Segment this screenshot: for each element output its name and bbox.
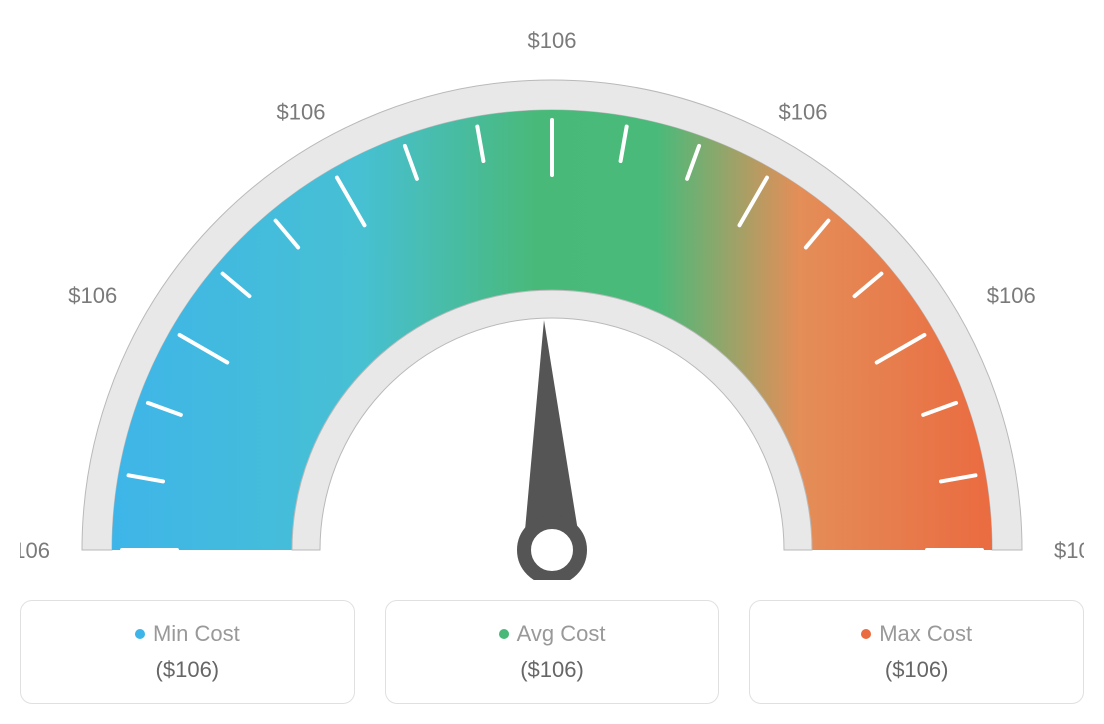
legend-row: Min Cost ($106) Avg Cost ($106) Max Cost… xyxy=(20,600,1084,704)
gauge-svg: $106 $106 $106 $106 $106 $106 $106 xyxy=(20,20,1084,580)
legend-card-max: Max Cost ($106) xyxy=(749,600,1084,704)
legend-value-min: ($106) xyxy=(156,657,220,683)
legend-text-min: Min Cost xyxy=(153,621,240,647)
legend-label-max: Max Cost xyxy=(861,621,972,647)
svg-text:$106: $106 xyxy=(528,28,577,53)
svg-text:$106: $106 xyxy=(779,99,828,124)
svg-text:$106: $106 xyxy=(1054,538,1084,563)
svg-text:$106: $106 xyxy=(987,283,1036,308)
legend-label-avg: Avg Cost xyxy=(499,621,606,647)
legend-dot-max xyxy=(861,629,871,639)
legend-card-min: Min Cost ($106) xyxy=(20,600,355,704)
legend-value-avg: ($106) xyxy=(520,657,584,683)
legend-card-avg: Avg Cost ($106) xyxy=(385,600,720,704)
gauge-chart: $106 $106 $106 $106 $106 $106 $106 xyxy=(20,20,1084,580)
svg-text:$106: $106 xyxy=(68,283,117,308)
svg-text:$106: $106 xyxy=(20,538,50,563)
legend-text-avg: Avg Cost xyxy=(517,621,606,647)
legend-value-max: ($106) xyxy=(885,657,949,683)
svg-text:$106: $106 xyxy=(277,99,326,124)
legend-label-min: Min Cost xyxy=(135,621,240,647)
legend-dot-avg xyxy=(499,629,509,639)
legend-dot-min xyxy=(135,629,145,639)
legend-text-max: Max Cost xyxy=(879,621,972,647)
